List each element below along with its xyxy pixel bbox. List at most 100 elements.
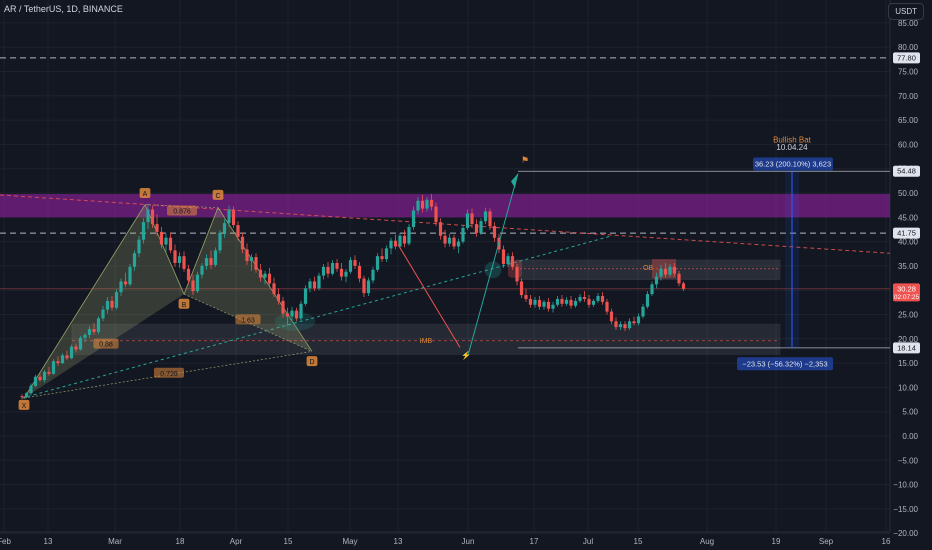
candle-body: [461, 227, 465, 242]
price-tag: [893, 165, 920, 177]
candle-body: [119, 281, 123, 293]
candle-body: [186, 268, 191, 281]
candle-body: [263, 273, 267, 278]
y-tick-label: 45.00: [898, 213, 919, 222]
candle-body: [173, 250, 177, 263]
annotation-badge: [235, 314, 261, 325]
candle-body: [20, 396, 24, 398]
candle-body: [285, 313, 290, 317]
candle-body: [587, 298, 591, 305]
annotation-badge: [167, 205, 197, 216]
candle-body: [258, 269, 263, 278]
candle-body: [339, 268, 344, 277]
candle-body: [501, 249, 506, 264]
currency-unit-button[interactable]: USDT: [888, 3, 924, 20]
candle-body: [605, 301, 609, 312]
candle-body: [663, 268, 668, 275]
candle-body: [56, 361, 60, 364]
candle-body: [38, 376, 42, 381]
candle-body: [546, 301, 551, 309]
candle-body: [191, 280, 195, 292]
candle-body: [299, 303, 303, 319]
candle-body: [434, 206, 438, 223]
y-tick-label: 20.00: [898, 335, 919, 344]
y-tick-label: 70.00: [898, 92, 919, 101]
candle-body: [290, 310, 294, 317]
candle-body: [645, 294, 650, 307]
candle-body: [33, 376, 38, 386]
candle-body: [74, 346, 78, 350]
x-tick-label: Feb: [0, 537, 11, 546]
x-tick-label: Sep: [819, 537, 834, 546]
candle-body: [623, 324, 627, 329]
candle-body: [326, 266, 330, 274]
y-tick-label: −15.00: [893, 505, 918, 514]
annotation-label: D: [309, 359, 314, 366]
candle-body: [236, 225, 240, 237]
candle-body: [353, 260, 357, 266]
candle-body: [294, 310, 299, 319]
arrow-head: [511, 173, 518, 189]
x-tick-label: 16: [882, 537, 891, 546]
candle-body: [555, 298, 560, 305]
x-tick-label: Apr: [230, 537, 243, 546]
candle-body: [542, 301, 546, 307]
y-tick-label: 35.00: [898, 262, 919, 271]
candle-body: [51, 361, 56, 374]
price-tag: [893, 283, 920, 302]
x-tick-label: Aug: [700, 537, 714, 546]
candle-body: [87, 329, 92, 335]
candle-body: [384, 248, 389, 260]
candle-body: [29, 385, 33, 394]
pattern-triangle-xab: [24, 204, 184, 399]
candle-body: [164, 237, 168, 245]
price-tag-label: 30.28: [897, 284, 916, 293]
candle-body: [267, 273, 272, 284]
x-tick-label: 15: [284, 537, 293, 546]
price-tag-label: 77.80: [897, 53, 916, 62]
candle-body: [641, 306, 645, 317]
annotation-badge: [306, 356, 318, 367]
candle-body: [447, 237, 452, 244]
measure-band: [785, 171, 799, 348]
candle-body: [438, 222, 443, 236]
candle-body: [227, 209, 231, 224]
x-tick-label: Jul: [583, 537, 593, 546]
candle-body: [272, 283, 276, 295]
symbol-title[interactable]: AR / TetherUS, 1D, BINANCE: [4, 4, 123, 14]
zone-label: IMB: [420, 338, 433, 345]
candle-body: [389, 240, 393, 249]
candle-body: [506, 256, 510, 264]
candle-body: [213, 250, 218, 265]
annotation-badge: [154, 367, 184, 378]
candle-body: [578, 297, 582, 301]
pattern-date-label: 10.04.24: [776, 143, 808, 152]
candle-body: [209, 258, 213, 265]
candle-body: [123, 281, 128, 285]
candle-body: [402, 235, 407, 244]
x-tick-label: 18: [176, 537, 185, 546]
y-tick-label: −5.00: [898, 456, 919, 465]
candle-body: [177, 256, 182, 263]
candle-body: [650, 284, 654, 295]
pattern-name-label: Bullish Bat: [773, 135, 812, 144]
candle-body: [677, 273, 681, 284]
candle-body: [465, 213, 470, 228]
candle-body: [141, 222, 146, 240]
candle-body: [524, 295, 528, 299]
candle-body: [65, 355, 69, 359]
candle-body: [281, 300, 285, 314]
candle-body: [515, 266, 519, 282]
y-tick-label: −10.00: [893, 481, 918, 490]
candle-body: [249, 257, 254, 262]
pattern-leg: [23, 204, 146, 399]
candle-body: [420, 200, 425, 209]
candle-body: [105, 300, 110, 310]
y-tick-label: 25.00: [898, 311, 919, 320]
candle-body: [222, 223, 227, 233]
candle-body: [204, 258, 209, 266]
annotation-label: 1.63: [241, 317, 255, 324]
y-tick-label: 85.00: [898, 19, 919, 28]
candle-body: [362, 278, 366, 294]
